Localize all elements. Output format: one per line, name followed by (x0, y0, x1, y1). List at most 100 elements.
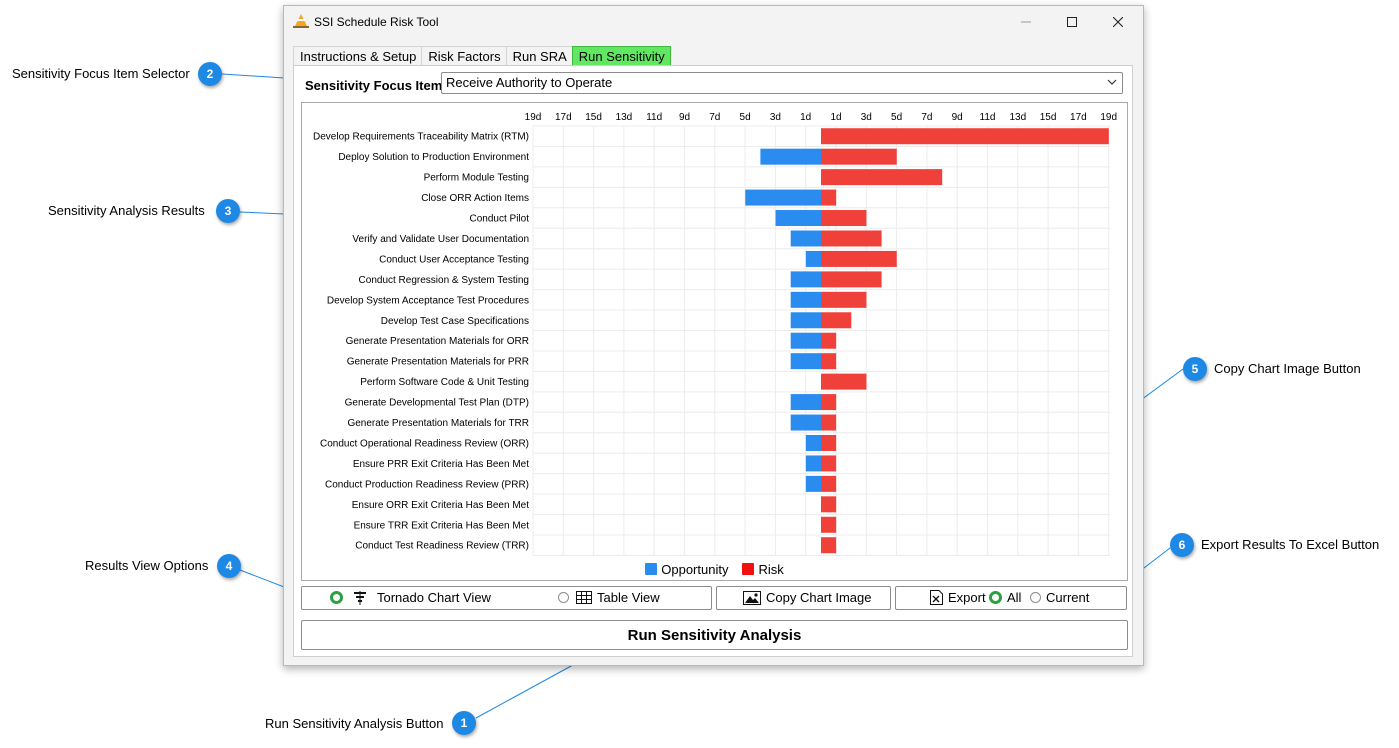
risk-bar (821, 353, 837, 370)
view-options-group: Tornado Chart View Table View (301, 586, 712, 610)
run-sensitivity-analysis-button[interactable]: Run Sensitivity Analysis (301, 620, 1128, 650)
risk-bar (821, 496, 837, 513)
risk-bar (821, 210, 867, 227)
table-view-radio[interactable] (558, 592, 569, 603)
export-button[interactable]: Export (930, 590, 986, 605)
risk-bar (821, 516, 837, 533)
focus-item-dropdown[interactable]: Receive Authority to Operate (441, 72, 1123, 94)
export-current-option[interactable]: Current (1030, 590, 1089, 605)
tab-run-sra[interactable]: Run SRA (505, 46, 572, 67)
opportunity-bar (790, 394, 821, 411)
x-tick-label: 5d (891, 112, 902, 123)
opportunity-bar (790, 291, 821, 308)
maximize-button[interactable] (1049, 6, 1095, 38)
risk-bar (821, 434, 837, 451)
excel-icon (930, 590, 943, 605)
chevron-down-icon (1107, 79, 1117, 85)
risk-bar (821, 169, 943, 186)
x-tick-label: 9d (679, 112, 690, 123)
opportunity-bar (805, 455, 821, 472)
x-tick-label: 11d (646, 112, 662, 123)
callout-export-excel: Export Results To Excel Button (1201, 537, 1380, 552)
category-label: Generate Presentation Materials for TRR (347, 418, 529, 429)
export-all-radio[interactable] (989, 591, 1002, 604)
risk-bar (821, 537, 837, 554)
table-view-option[interactable]: Table View (558, 590, 660, 605)
app-window: SSI Schedule Risk Tool Instructions & Se… (283, 5, 1144, 666)
x-tick-label: 13d (616, 112, 633, 123)
x-tick-label: 17d (555, 112, 572, 123)
risk-bar (821, 250, 897, 267)
tab-risk-factors[interactable]: Risk Factors (421, 46, 506, 67)
export-current-radio[interactable] (1030, 592, 1041, 603)
category-label: Generate Presentation Materials for PRR (347, 357, 529, 368)
x-tick-label: 9d (952, 112, 963, 123)
category-label: Conduct Pilot (470, 214, 530, 225)
callout-badge-5: 5 (1183, 357, 1207, 381)
minimize-button[interactable] (1003, 6, 1049, 38)
category-label: Ensure TRR Exit Criteria Has Been Met (354, 520, 530, 531)
risk-bar (821, 475, 837, 492)
opportunity-bar (790, 353, 821, 370)
traffic-cone-icon (293, 14, 309, 28)
risk-bar (821, 291, 867, 308)
opportunity-bar (790, 414, 821, 431)
table-grid-icon (576, 591, 592, 604)
x-tick-label: 7d (921, 112, 932, 123)
callout-badge-3: 3 (216, 199, 240, 223)
focus-item-value: Receive Authority to Operate (446, 75, 613, 90)
title-bar: SSI Schedule Risk Tool (284, 6, 1143, 38)
callout-view-options: Results View Options (85, 558, 209, 573)
risk-bar (821, 148, 897, 165)
x-tick-label: 19d (525, 112, 542, 123)
risk-bar (821, 394, 837, 411)
x-tick-label: 15d (585, 112, 602, 123)
callout-badge-6: 6 (1170, 533, 1194, 557)
tornado-chart-svg: 19d 17d 15d 13d 11d 9d 7d 5d 3d 1d 1d 3d 5d 7d 9d 11d 13… (313, 112, 1117, 556)
category-label: Conduct Operational Readiness Review (OR… (320, 438, 529, 449)
opportunity-bar (805, 475, 821, 492)
category-label: Develop Requirements Traceability Matrix… (313, 132, 529, 143)
x-tick-label: 5d (740, 112, 751, 123)
category-label: Ensure PRR Exit Criteria Has Been Met (353, 459, 529, 470)
tab-run-sensitivity[interactable]: Run Sensitivity (571, 46, 671, 67)
tornado-view-option[interactable]: Tornado Chart View (330, 590, 491, 605)
x-tick-label: 11d (980, 112, 996, 123)
risk-bar (821, 189, 837, 206)
close-button[interactable] (1095, 6, 1141, 38)
x-tick-label: 19d (1100, 112, 1117, 123)
export-group: Export All Current (895, 586, 1127, 610)
legend-item-risk: Risk (742, 560, 784, 578)
maximize-icon (1067, 17, 1077, 27)
category-label: Perform Module Testing (424, 173, 529, 184)
x-tick-label: 3d (770, 112, 781, 123)
opportunity-bar (790, 332, 821, 349)
copy-chart-label: Copy Chart Image (766, 590, 872, 605)
copy-chart-content: Copy Chart Image (743, 590, 872, 605)
legend-item-opportunity: Opportunity (645, 560, 728, 578)
category-label: Deploy Solution to Production Environmen… (338, 152, 529, 163)
tab-instructions-setup[interactable]: Instructions & Setup (293, 46, 422, 67)
category-label: Ensure ORR Exit Criteria Has Been Met (352, 500, 530, 511)
image-icon (743, 590, 761, 605)
tornado-view-radio[interactable] (330, 591, 343, 604)
category-label: Generate Developmental Test Plan (DTP) (345, 398, 529, 409)
legend-swatch-opportunity (645, 563, 658, 575)
tornado-view-label: Tornado Chart View (377, 590, 491, 605)
callout-badge-1: 1 (452, 711, 476, 735)
callout-copy-chart: Copy Chart Image Button (1214, 361, 1361, 376)
risk-bar (821, 332, 837, 349)
category-label: Perform Software Code & Unit Testing (360, 377, 529, 388)
opportunity-bar (790, 312, 821, 329)
chart-legend: Opportunity Risk (302, 560, 1127, 578)
opportunity-bar (790, 271, 821, 288)
copy-chart-image-button[interactable]: Copy Chart Image (716, 586, 891, 610)
x-tick-label: 13d (1009, 112, 1026, 123)
table-view-label: Table View (597, 590, 660, 605)
category-label: Conduct Regression & System Testing (359, 275, 529, 286)
export-all-label: All (1007, 590, 1022, 605)
x-tick-label: 15d (1040, 112, 1057, 123)
callout-focus-selector: Sensitivity Focus Item Selector (12, 66, 190, 81)
export-all-option[interactable]: All (989, 590, 1021, 605)
callout-run-analysis: Run Sensitivity Analysis Button (265, 716, 444, 731)
